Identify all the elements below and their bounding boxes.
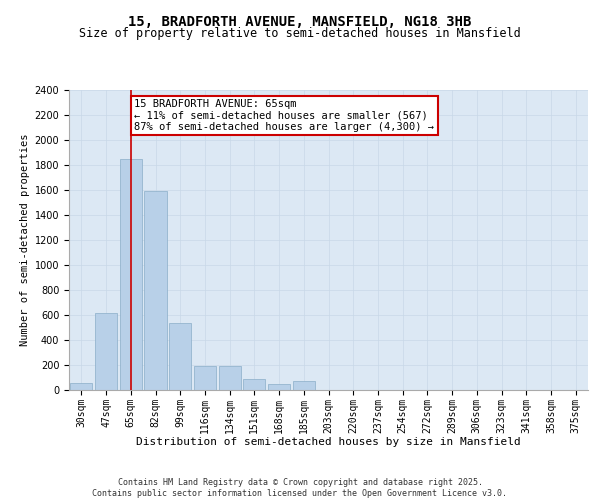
Text: Contains HM Land Registry data © Crown copyright and database right 2025.
Contai: Contains HM Land Registry data © Crown c… xyxy=(92,478,508,498)
Bar xyxy=(169,322,191,390)
Bar xyxy=(194,366,216,390)
Bar xyxy=(70,382,92,390)
Text: Size of property relative to semi-detached houses in Mansfield: Size of property relative to semi-detach… xyxy=(79,28,521,40)
Bar xyxy=(218,366,241,390)
Y-axis label: Number of semi-detached properties: Number of semi-detached properties xyxy=(20,134,31,346)
X-axis label: Distribution of semi-detached houses by size in Mansfield: Distribution of semi-detached houses by … xyxy=(136,437,521,447)
Text: 15 BRADFORTH AVENUE: 65sqm
← 11% of semi-detached houses are smaller (567)
87% o: 15 BRADFORTH AVENUE: 65sqm ← 11% of semi… xyxy=(134,99,434,132)
Bar xyxy=(145,191,167,390)
Bar xyxy=(95,313,117,390)
Text: 15, BRADFORTH AVENUE, MANSFIELD, NG18 3HB: 15, BRADFORTH AVENUE, MANSFIELD, NG18 3H… xyxy=(128,15,472,29)
Bar xyxy=(293,381,315,390)
Bar xyxy=(119,159,142,390)
Bar xyxy=(268,384,290,390)
Bar xyxy=(243,380,265,390)
